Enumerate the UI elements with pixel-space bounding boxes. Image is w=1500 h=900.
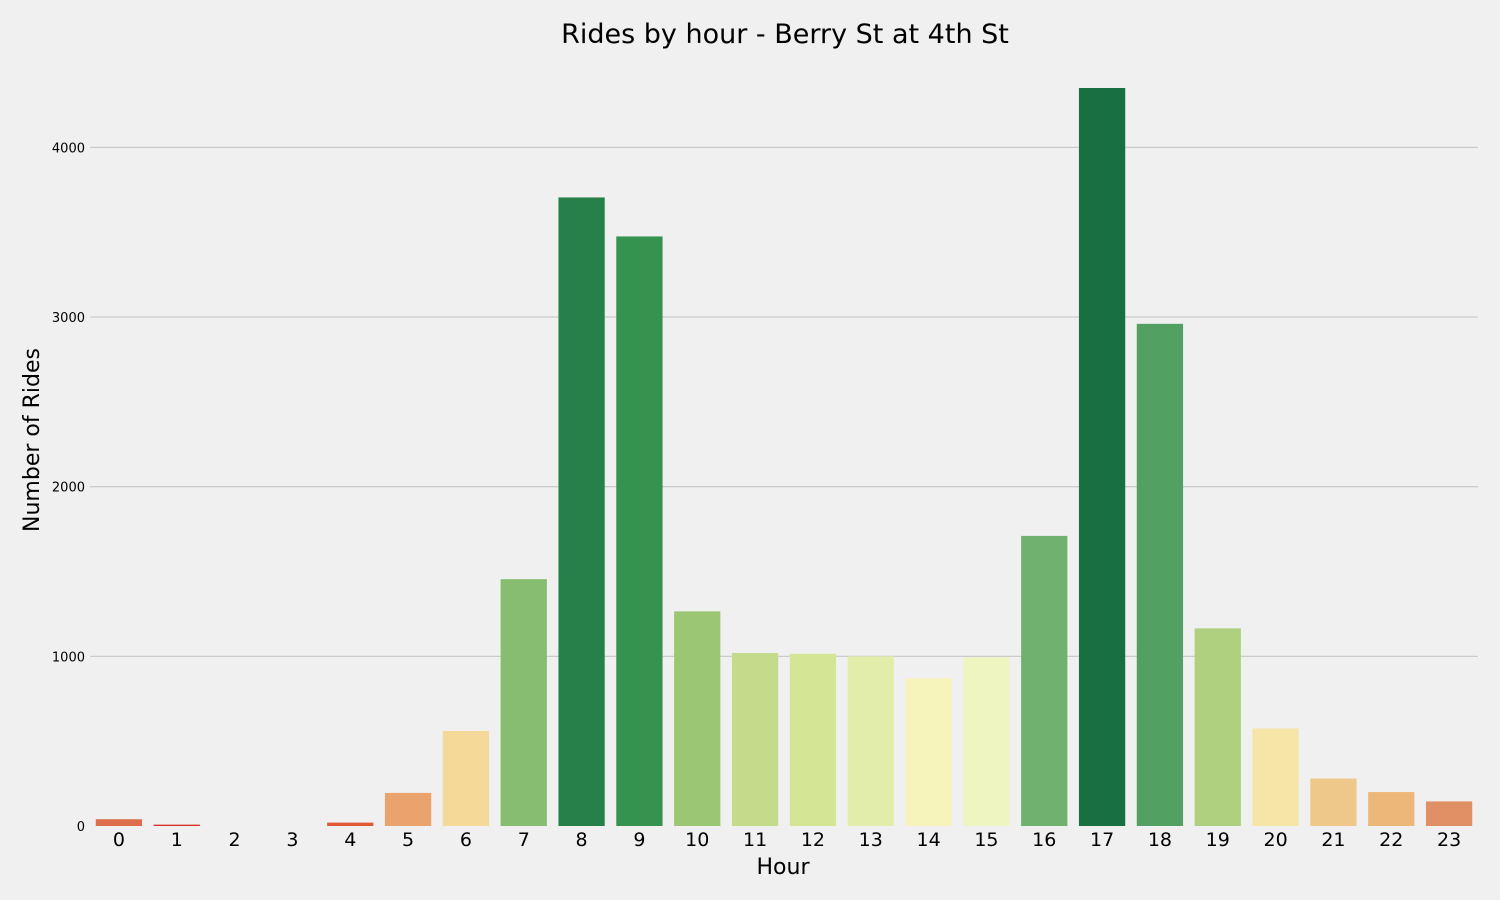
bar-hour-7 <box>500 579 547 826</box>
x-tick-label: 0 <box>113 829 125 851</box>
bar-hour-12 <box>789 653 837 826</box>
x-tick-label: 6 <box>460 829 472 851</box>
y-tick-label: 4000 <box>52 141 85 156</box>
y-axis-label: Number of Rides <box>20 348 45 532</box>
x-tick-label: 2 <box>229 829 241 851</box>
y-tick-labels: 0 1000 2000 3000 4000 <box>52 141 85 835</box>
x-tick-label: 11 <box>743 829 767 851</box>
bar-hour-15 <box>963 657 1010 826</box>
x-tick-label: 19 <box>1206 829 1230 851</box>
bars <box>95 88 1473 827</box>
x-tick-label: 5 <box>402 829 414 851</box>
x-tick-label: 18 <box>1148 829 1172 851</box>
x-tick-label: 9 <box>633 829 645 851</box>
x-tick-label: 15 <box>974 829 998 851</box>
x-tick-label: 10 <box>685 829 709 851</box>
x-tick-label: 8 <box>576 829 588 851</box>
chart-title: Rides by hour - Berry St at 4th St <box>561 19 1009 50</box>
bar-hour-8 <box>558 197 605 826</box>
bar-hour-11 <box>731 652 779 826</box>
x-tick-label: 22 <box>1379 829 1403 851</box>
bar-hour-9 <box>616 236 663 827</box>
x-tick-label: 17 <box>1090 829 1114 851</box>
y-tick-label: 1000 <box>52 650 85 665</box>
y-tick-label: 2000 <box>52 481 85 496</box>
bar-hour-10 <box>674 611 721 826</box>
x-tick-label: 7 <box>518 829 530 851</box>
x-tick-label: 23 <box>1437 829 1461 851</box>
x-tick-label: 14 <box>916 829 940 851</box>
x-tick-label: 3 <box>286 829 298 851</box>
x-tick-label: 21 <box>1321 829 1345 851</box>
bar-hour-19 <box>1194 628 1241 826</box>
y-tick-label: 0 <box>77 820 85 835</box>
x-tick-label: 1 <box>171 829 183 851</box>
bar-hour-0 <box>95 819 143 826</box>
bar-hour-5 <box>384 792 432 826</box>
bar-hour-6 <box>442 730 490 826</box>
bar-hour-13 <box>847 656 894 826</box>
bar-hour-22 <box>1368 792 1415 826</box>
bar-hour-16 <box>1021 535 1068 826</box>
bar-hour-18 <box>1136 323 1184 826</box>
x-tick-label: 4 <box>344 829 356 851</box>
x-tick-label: 13 <box>859 829 883 851</box>
gridlines <box>90 146 1478 657</box>
y-tick-label: 3000 <box>52 311 85 326</box>
bar-hour-1 <box>153 824 200 826</box>
x-tick-label: 12 <box>801 829 825 851</box>
bar-hour-20 <box>1252 728 1299 826</box>
x-tick-label: 20 <box>1263 829 1287 851</box>
x-tick-labels: 0 1 2 3 4 5 6 7 8 9 10 11 12 13 14 15 16 17 18 19 20 21 22 23 <box>113 829 1461 851</box>
bar-hour-21 <box>1310 778 1357 826</box>
x-tick-label: 16 <box>1032 829 1056 851</box>
x-axis-label: Hour <box>757 855 811 880</box>
bar-hour-14 <box>905 678 952 826</box>
bar-hour-23 <box>1425 801 1473 826</box>
bar-hour-4 <box>327 822 374 826</box>
bar-hour-17 <box>1078 88 1126 826</box>
